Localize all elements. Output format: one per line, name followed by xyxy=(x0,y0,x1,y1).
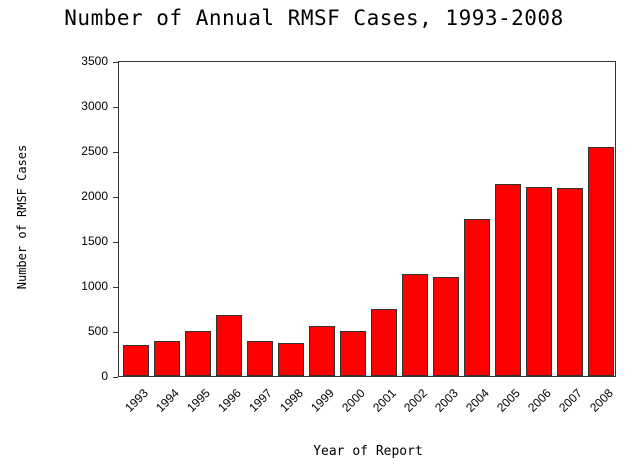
y-tick-mark xyxy=(113,332,118,333)
y-tick-label: 3000 xyxy=(81,99,108,113)
x-tick-label: 1998 xyxy=(276,386,306,415)
x-tick-label: 2004 xyxy=(462,386,492,415)
bar-1996 xyxy=(215,315,242,376)
bar-1997 xyxy=(246,341,273,376)
bar-2004 xyxy=(463,218,490,376)
bar-2008 xyxy=(587,146,614,376)
y-tick-label: 500 xyxy=(87,324,108,338)
bar-2003 xyxy=(432,276,459,376)
y-tick-mark xyxy=(113,287,118,288)
y-tick-mark xyxy=(113,107,118,108)
y-tick-mark xyxy=(113,62,118,63)
bar-2001 xyxy=(370,309,397,376)
bar-1993 xyxy=(122,344,149,376)
bar-2007 xyxy=(556,187,583,376)
bar-2002 xyxy=(401,274,428,376)
plot-area xyxy=(118,61,616,377)
y-tick-mark xyxy=(113,197,118,198)
y-tick-mark xyxy=(113,152,118,153)
x-tick-label: 1993 xyxy=(121,386,151,415)
x-tick-label: 2003 xyxy=(431,386,461,415)
x-tick-label: 2008 xyxy=(586,386,616,415)
bar-2000 xyxy=(339,331,366,376)
y-tick-label: 1500 xyxy=(81,234,108,248)
bar-1995 xyxy=(184,331,211,376)
bar-1998 xyxy=(277,343,304,376)
x-tick-label: 1997 xyxy=(245,386,275,415)
y-tick-label: 3500 xyxy=(81,54,108,68)
x-tick-label: 1999 xyxy=(307,386,337,415)
y-tick-label: 2500 xyxy=(81,144,108,158)
bar-2005 xyxy=(494,184,521,376)
x-tick-label: 2007 xyxy=(555,386,585,415)
y-tick-label: 0 xyxy=(101,369,108,383)
x-tick-label: 2005 xyxy=(493,386,523,415)
chart-title: Number of Annual RMSF Cases, 1993-2008 xyxy=(64,6,564,30)
bar-1994 xyxy=(153,341,180,376)
y-tick-label: 2000 xyxy=(81,189,108,203)
x-tick-label: 2006 xyxy=(524,386,554,415)
y-tick-label: 1000 xyxy=(81,279,108,293)
y-tick-mark xyxy=(113,377,118,378)
x-tick-label: 1994 xyxy=(152,386,182,415)
bar-1999 xyxy=(308,326,335,376)
bar-2006 xyxy=(525,187,552,376)
x-tick-label: 2000 xyxy=(338,386,368,415)
x-tick-label: 2002 xyxy=(400,386,430,415)
x-tick-label: 1995 xyxy=(183,386,213,415)
x-tick-label: 1996 xyxy=(214,386,244,415)
y-tick-mark xyxy=(113,242,118,243)
x-axis-label: Year of Report xyxy=(313,444,423,459)
x-tick-label: 2001 xyxy=(369,386,399,415)
